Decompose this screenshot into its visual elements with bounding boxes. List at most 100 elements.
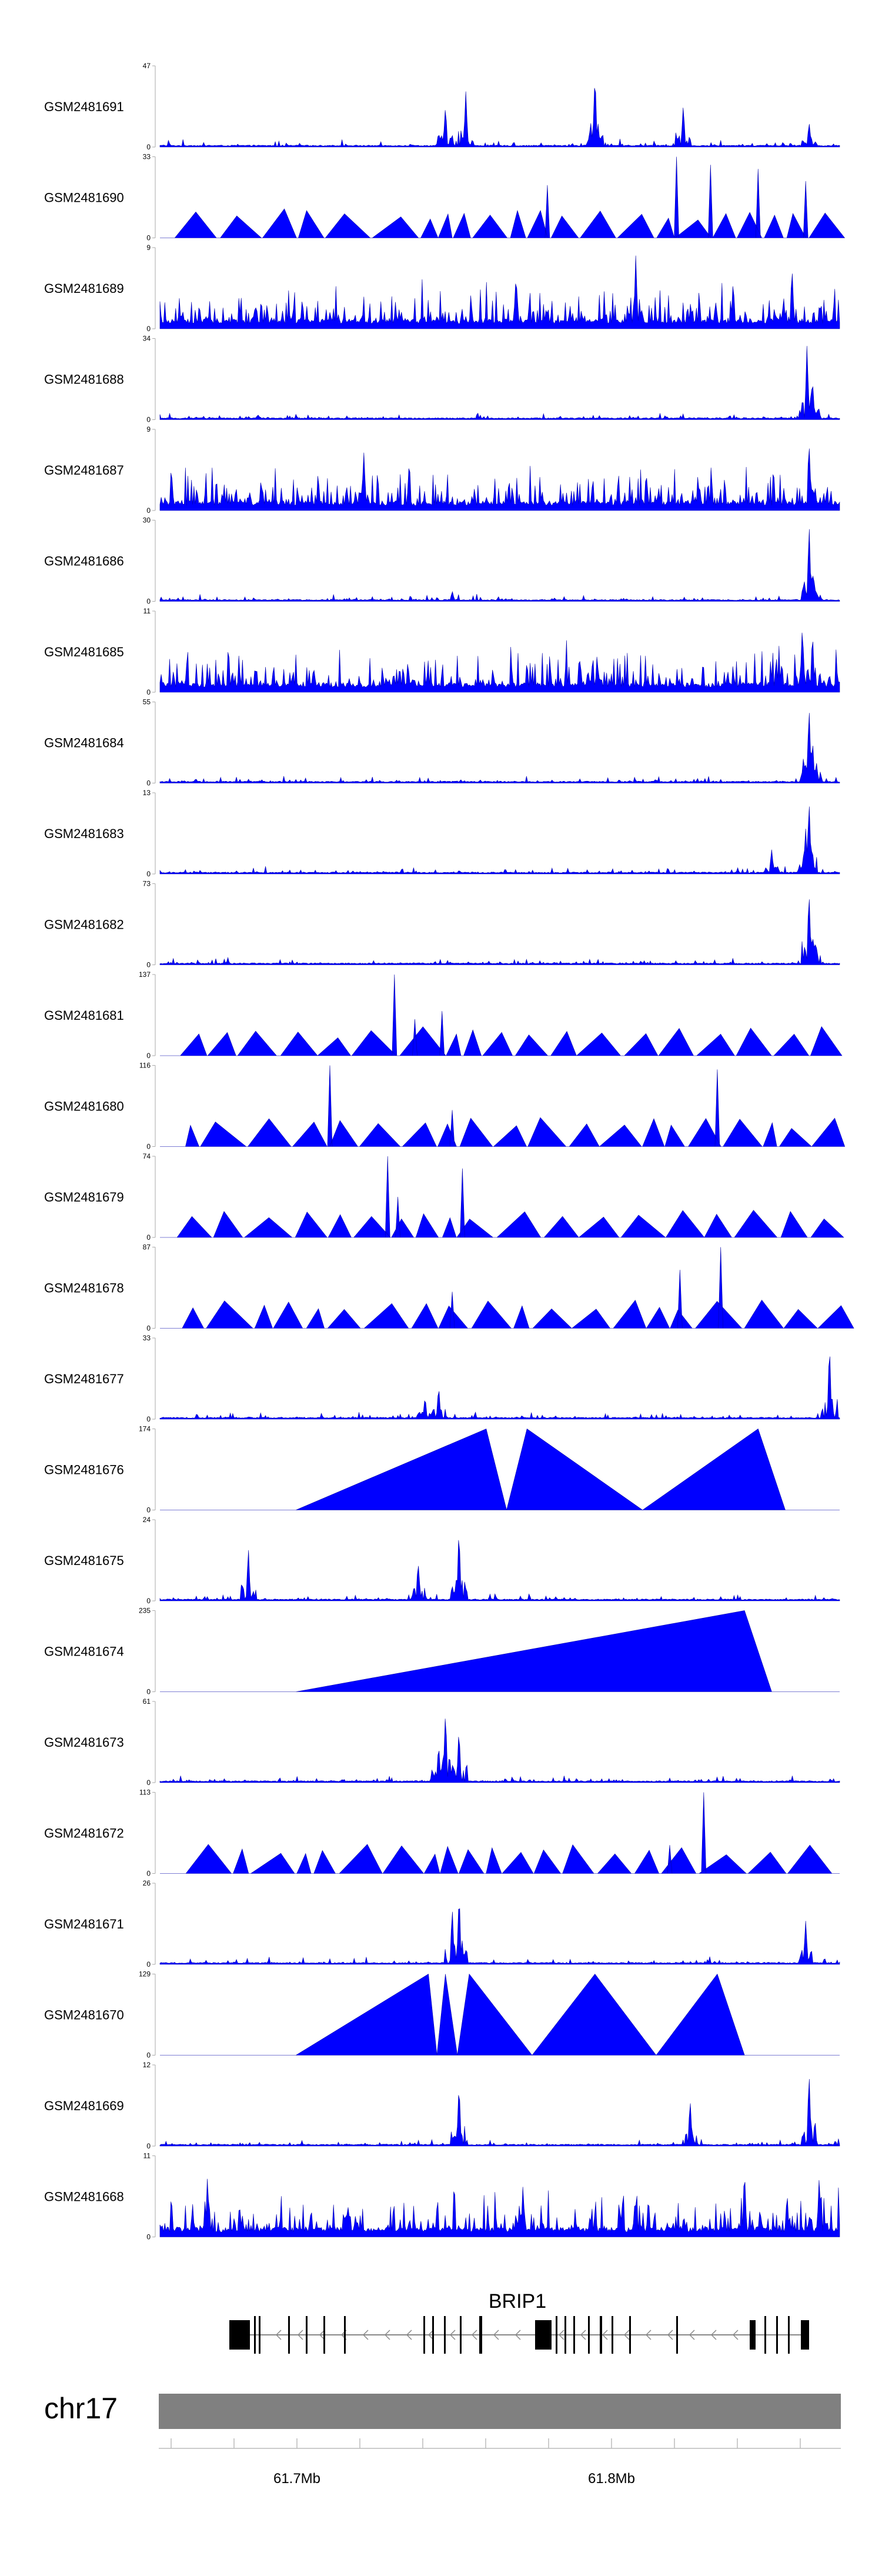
- y-min-label: 0: [146, 1597, 151, 1605]
- track-name-label: GSM2481690: [44, 191, 124, 205]
- y-min-label: 0: [146, 1052, 151, 1060]
- signal-area: [160, 1247, 854, 1329]
- strand-arrow: [275, 2330, 282, 2340]
- track-GSM2481668: GSM2481668 11 0: [44, 2152, 840, 2241]
- chromosome-label: chr17: [44, 2392, 118, 2425]
- strand-arrow: [732, 2330, 739, 2340]
- signal-area: [159, 632, 840, 693]
- genome-axis-ticks: [171, 2438, 801, 2448]
- track-GSM2481690: GSM2481690 33 0: [44, 153, 846, 242]
- track-name-label: GSM2481680: [44, 1099, 124, 1114]
- y-min-label: 0: [146, 598, 151, 606]
- track-GSM2481673: GSM2481673 61 0: [44, 1697, 840, 1787]
- gene-exon: [259, 2316, 260, 2354]
- y-max-label: 26: [143, 1879, 151, 1887]
- y-max-label: 235: [139, 1607, 151, 1615]
- gene-exon: [460, 2316, 462, 2354]
- gene-exon: [306, 2316, 308, 2354]
- track-GSM2481677: GSM2481677 33 0: [44, 1334, 840, 1423]
- track-name-label: GSM2481676: [44, 1463, 124, 1477]
- track-GSM2481669: GSM2481669 12 0: [44, 2061, 840, 2150]
- gene-exon: [801, 2320, 809, 2350]
- signal-area: [160, 1973, 840, 2056]
- y-max-label: 47: [143, 62, 151, 70]
- y-min-label: 0: [146, 688, 151, 696]
- strand-arrow: [623, 2330, 630, 2340]
- strand-arrow: [602, 2330, 608, 2340]
- y-min-label: 0: [146, 1870, 151, 1878]
- track-name-label: GSM2481678: [44, 1281, 124, 1296]
- strand-arrow: [667, 2330, 673, 2340]
- signal-area: [160, 974, 843, 1056]
- gene-exon: [612, 2316, 613, 2354]
- y-max-label: 55: [143, 698, 151, 706]
- y-min-label: 0: [146, 961, 151, 969]
- track-GSM2481689: GSM2481689 9 0: [44, 243, 840, 333]
- gene-exon: [432, 2316, 434, 2354]
- y-max-label: 73: [143, 880, 151, 888]
- track-name-label: GSM2481673: [44, 1735, 124, 1750]
- gene-exon: [244, 2320, 250, 2350]
- track-GSM2481670: GSM2481670 129 0: [44, 1970, 840, 2060]
- track-name-label: GSM2481686: [44, 554, 124, 569]
- signal-area: [159, 346, 840, 420]
- gene-exon: [323, 2316, 325, 2354]
- gene-exon: [600, 2316, 602, 2354]
- track-GSM2481685: GSM2481685 11 0: [44, 607, 840, 696]
- gene-model: BRIP1: [229, 2290, 809, 2354]
- signal-area: [159, 88, 840, 148]
- strand-arrow: [493, 2330, 499, 2340]
- y-min-label: 0: [146, 779, 151, 788]
- strand-arrow: [645, 2330, 652, 2340]
- track-name-label: GSM2481683: [44, 826, 124, 841]
- track-name-label: GSM2481675: [44, 1553, 124, 1568]
- y-min-label: 0: [146, 1233, 151, 1242]
- track-name-label: GSM2481687: [44, 463, 124, 478]
- signal-area: [160, 1065, 846, 1147]
- strand-arrow: [471, 2330, 477, 2340]
- track-name-label: GSM2481679: [44, 1190, 124, 1204]
- signal-area: [159, 2178, 840, 2237]
- y-max-label: 9: [146, 243, 151, 252]
- axis-tick-label: 61.7Mb: [273, 2471, 320, 2487]
- strand-arrow: [558, 2330, 564, 2340]
- gene-exon: [288, 2316, 290, 2354]
- track-GSM2481683: GSM2481683 13 0: [44, 789, 840, 878]
- gene-exon: [444, 2316, 446, 2354]
- track-name-label: GSM2481689: [44, 281, 124, 296]
- y-min-label: 0: [146, 506, 151, 515]
- track-GSM2481687: GSM2481687 9 0: [44, 425, 840, 515]
- strand-arrow: [384, 2330, 390, 2340]
- y-max-label: 33: [143, 1334, 151, 1342]
- y-min-label: 0: [146, 2233, 151, 2241]
- signal-area: [159, 1356, 840, 1420]
- track-GSM2481676: GSM2481676 174 0: [44, 1425, 840, 1514]
- y-min-label: 0: [146, 416, 151, 424]
- strand-arrow: [319, 2330, 325, 2340]
- y-min-label: 0: [146, 1506, 151, 1514]
- signal-area: [159, 1908, 840, 1965]
- strand-arrow: [297, 2330, 303, 2340]
- track-name-label: GSM2481671: [44, 1917, 124, 1931]
- y-min-label: 0: [146, 2142, 151, 2150]
- gene-exon: [788, 2316, 790, 2354]
- strand-arrow: [406, 2330, 412, 2340]
- y-min-label: 0: [146, 143, 151, 151]
- gene-exon: [556, 2316, 557, 2354]
- y-max-label: 137: [139, 970, 151, 979]
- y-min-label: 0: [146, 1688, 151, 1696]
- y-max-label: 24: [143, 1516, 151, 1524]
- y-max-label: 74: [143, 1152, 151, 1160]
- track-name-label: GSM2481685: [44, 645, 124, 659]
- y-min-label: 0: [146, 1960, 151, 1968]
- y-min-label: 0: [146, 1778, 151, 1787]
- y-min-label: 0: [146, 1415, 151, 1423]
- gene-exon: [676, 2316, 678, 2354]
- y-min-label: 0: [146, 234, 151, 242]
- gene-exon: [764, 2316, 766, 2354]
- y-max-label: 116: [139, 1062, 151, 1070]
- track-GSM2481684: GSM2481684 55 0: [44, 698, 840, 788]
- gene-exon: [776, 2316, 778, 2354]
- y-max-label: 174: [139, 1425, 151, 1433]
- y-max-label: 12: [143, 2061, 151, 2069]
